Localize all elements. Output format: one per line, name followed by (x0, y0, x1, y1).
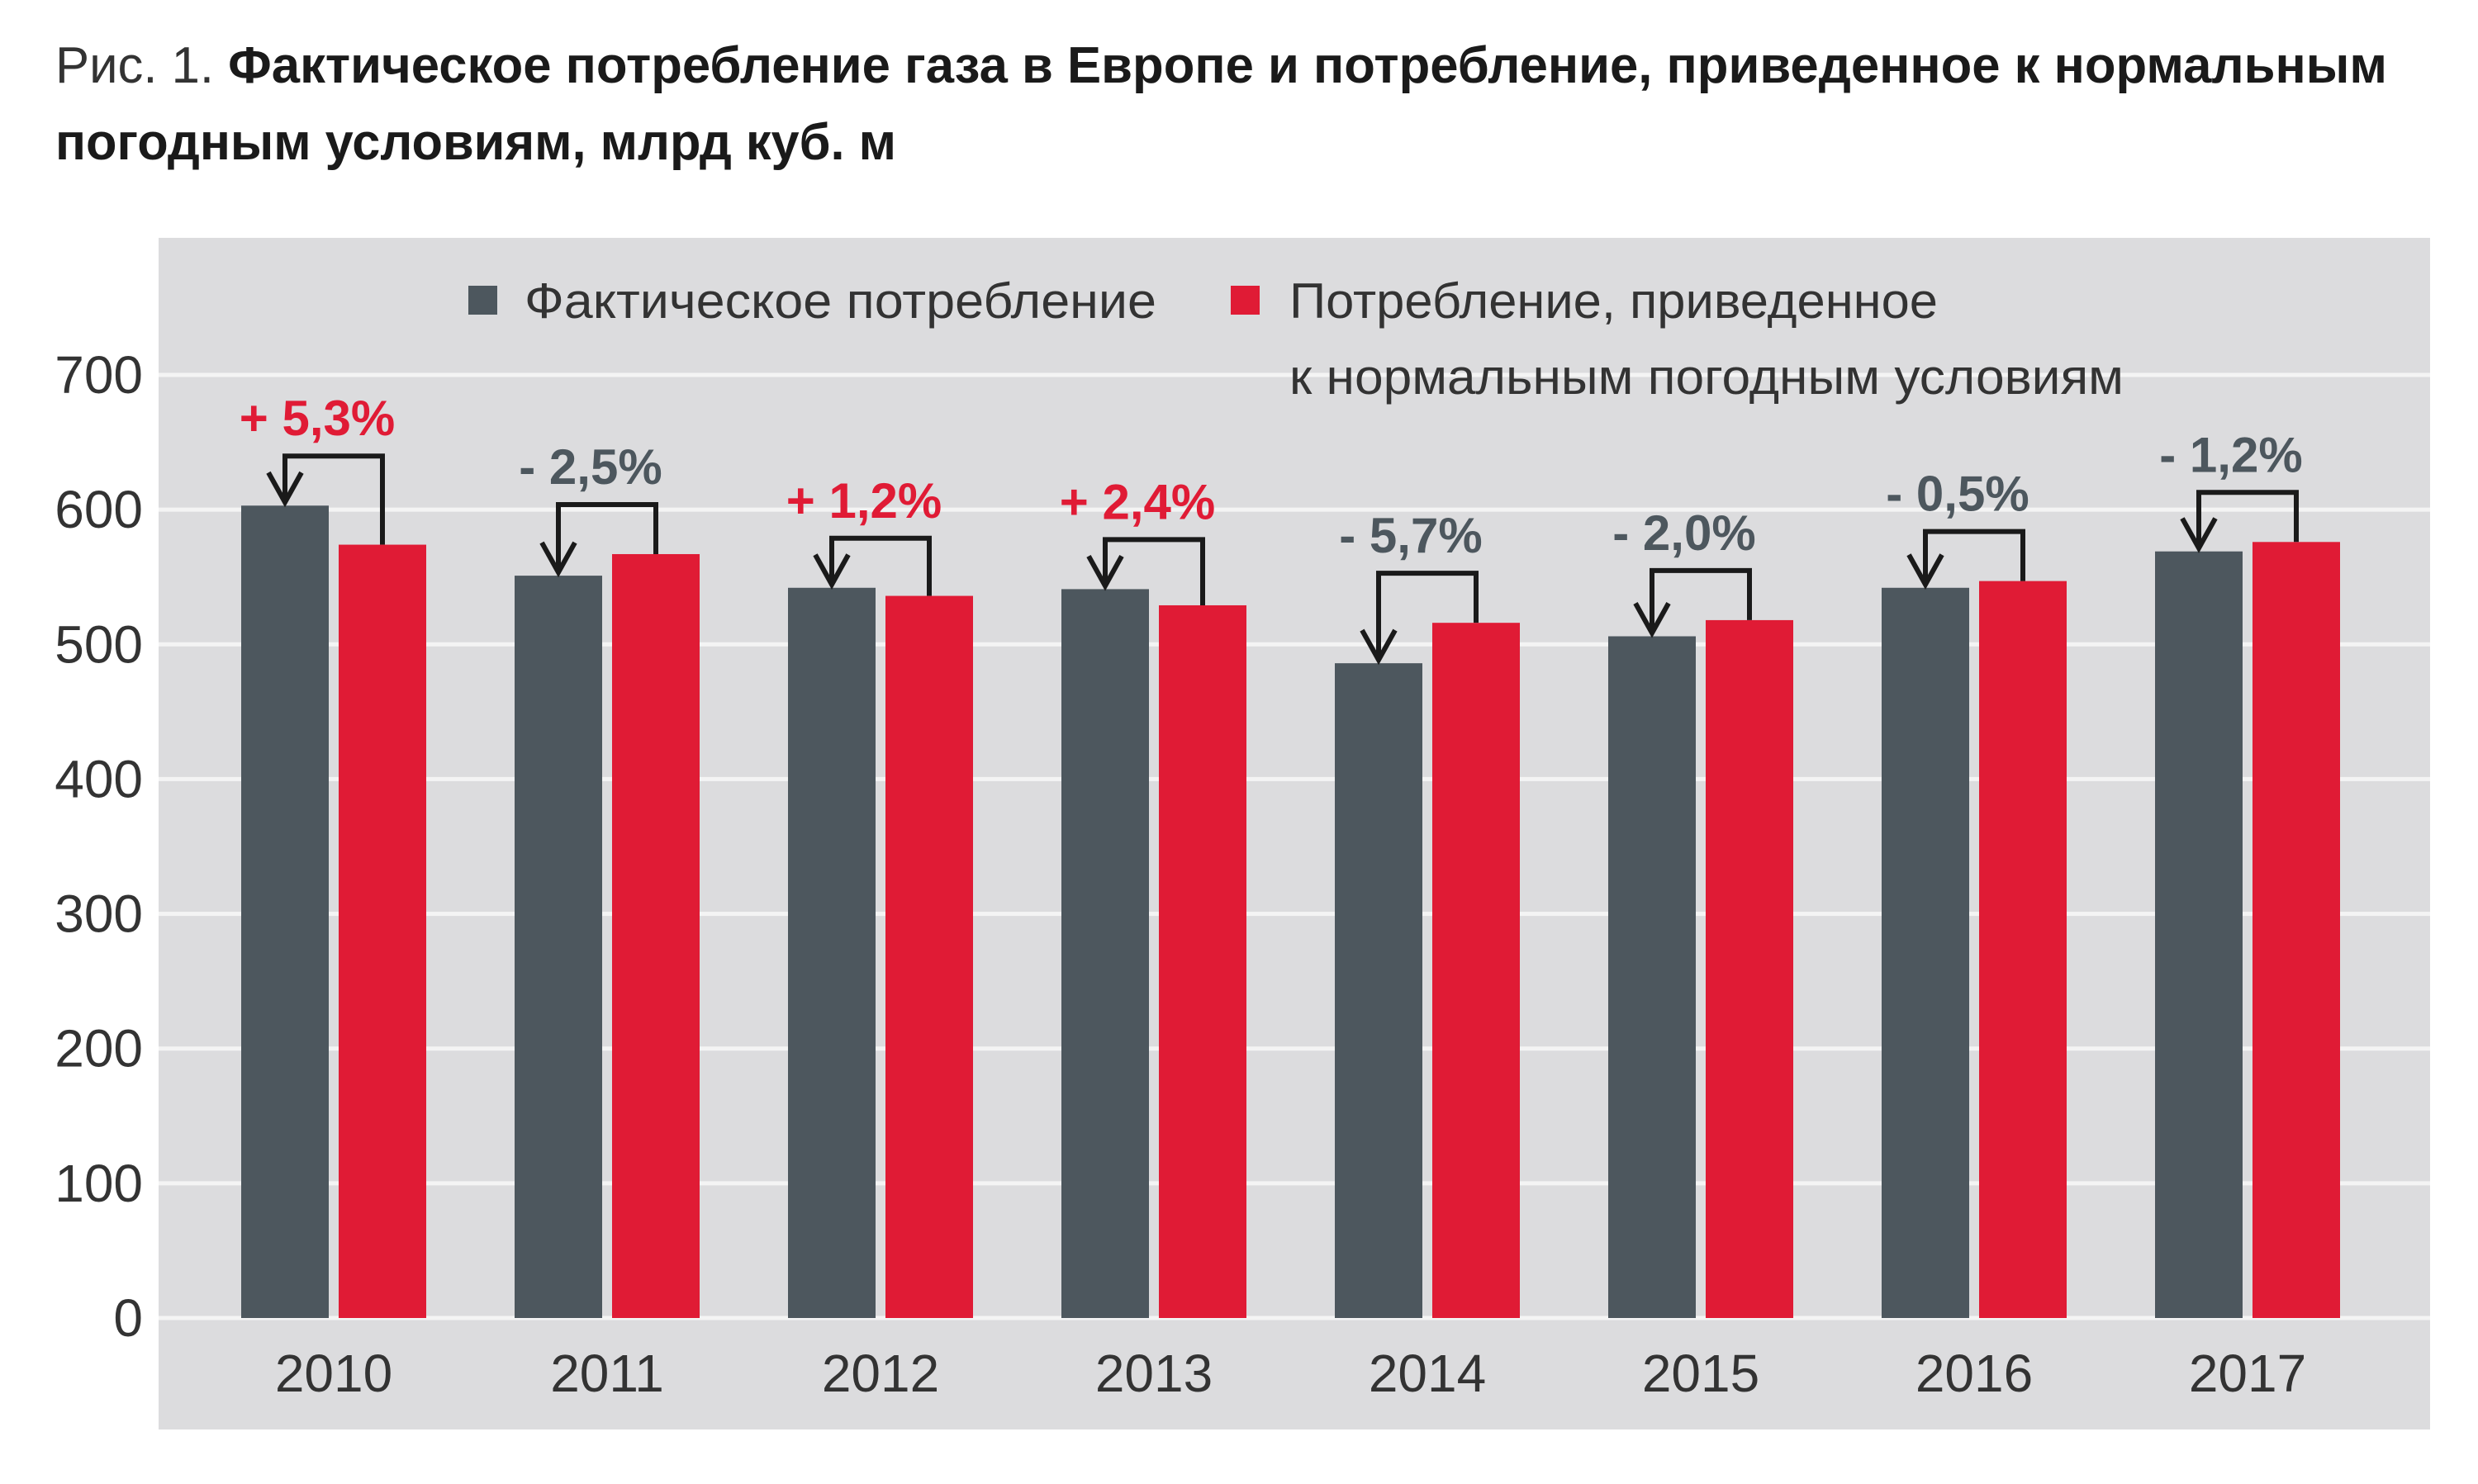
bar-actual (2155, 551, 2243, 1318)
change-bracket (1923, 529, 2025, 585)
x-tick-label: 2016 (1915, 1344, 2033, 1403)
legend-label-normalized-line1: Потребление, приведенное (1289, 273, 1938, 329)
arrow-down-icon (1360, 628, 1398, 666)
figure-title-text: Фактическое потребление газа в Европе и … (228, 37, 2387, 94)
bar-normalized (885, 595, 973, 1318)
y-tick-label: 600 (55, 480, 143, 539)
y-tick-label: 500 (55, 614, 143, 674)
bar-normalized (612, 553, 700, 1318)
bar-actual (241, 505, 329, 1318)
y-axis-ticks: 0 100 200 300 400 500 600 700 (55, 345, 143, 1348)
change-bracket (829, 535, 932, 596)
arrow-down-icon (813, 553, 851, 590)
arrow-down-icon (1086, 554, 1124, 591)
figure-title-line2: погодным условиям, млрд куб. м (55, 114, 896, 171)
bars (241, 505, 2340, 1318)
x-tick-label: 2013 (1095, 1344, 1213, 1403)
arrow-down-icon (2180, 517, 2218, 553)
y-tick-label: 200 (55, 1019, 143, 1079)
y-tick-label: 400 (55, 749, 143, 808)
y-tick-label: 300 (55, 884, 143, 944)
change-bracket (1376, 571, 1479, 661)
legend-swatch-actual (468, 286, 497, 315)
change-label: + 2,4% (1060, 474, 1215, 529)
y-tick-label: 100 (55, 1154, 143, 1213)
x-tick-label: 2017 (2189, 1344, 2306, 1403)
x-tick-label: 2010 (275, 1344, 392, 1403)
change-label: - 2,0% (1612, 505, 1755, 561)
x-axis-ticks: 2010 2011 2012 2013 2014 2015 2016 2017 (275, 1344, 2306, 1403)
bar-actual (1882, 587, 1969, 1318)
arrow-down-icon (1906, 553, 1944, 590)
figure-number: Рис. 1. (55, 37, 228, 94)
change-label: + 5,3% (240, 391, 395, 446)
annotations: + 5,3% - 2,5% + 1,2% + 2,4% - 5,7% - 2,0% - 0,… (240, 391, 2303, 666)
change-bracket (282, 453, 385, 545)
bar-normalized (1432, 623, 1520, 1318)
x-tick-label: 2011 (550, 1344, 664, 1403)
change-bracket (2196, 490, 2299, 548)
bar-normalized (1979, 581, 2067, 1318)
change-label: - 1,2% (2159, 427, 2302, 482)
bar-actual (1335, 663, 1422, 1318)
legend: Фактическое потребление Потребление, при… (468, 273, 2124, 405)
arrow-down-icon (1633, 602, 1671, 638)
arrow-down-icon (266, 471, 304, 508)
plot-panel (159, 238, 2430, 1429)
figure-title-line1: Рис. 1. Фактическое потребление газа в Е… (55, 37, 2387, 94)
x-tick-label: 2014 (1369, 1344, 1486, 1403)
bar-normalized (1159, 605, 1246, 1318)
y-tick-label: 700 (55, 345, 143, 405)
x-tick-label: 2012 (822, 1344, 939, 1403)
change-label: - 5,7% (1339, 508, 1482, 563)
bar-actual (1061, 589, 1149, 1318)
change-bracket (1103, 537, 1205, 605)
bar-actual (788, 587, 876, 1318)
y-tick-label: 0 (113, 1288, 143, 1348)
change-bracket (556, 501, 658, 573)
change-bracket (1650, 567, 1752, 633)
bar-normalized (339, 544, 426, 1318)
legend-label-normalized-line2: к нормальным погодным условиям (1289, 349, 2124, 405)
bar-normalized (2253, 542, 2340, 1318)
legend-label-actual: Фактическое потребление (525, 273, 1156, 329)
x-tick-label: 2015 (1642, 1344, 1759, 1403)
bar-normalized (1706, 619, 1793, 1318)
change-label: - 0,5% (1886, 467, 2029, 522)
legend-swatch-normalized (1231, 286, 1260, 315)
change-label: + 1,2% (786, 473, 942, 529)
bar-actual (515, 576, 602, 1318)
arrow-down-icon (539, 541, 577, 578)
change-label: - 2,5% (519, 439, 662, 495)
bar-actual (1608, 636, 1696, 1318)
